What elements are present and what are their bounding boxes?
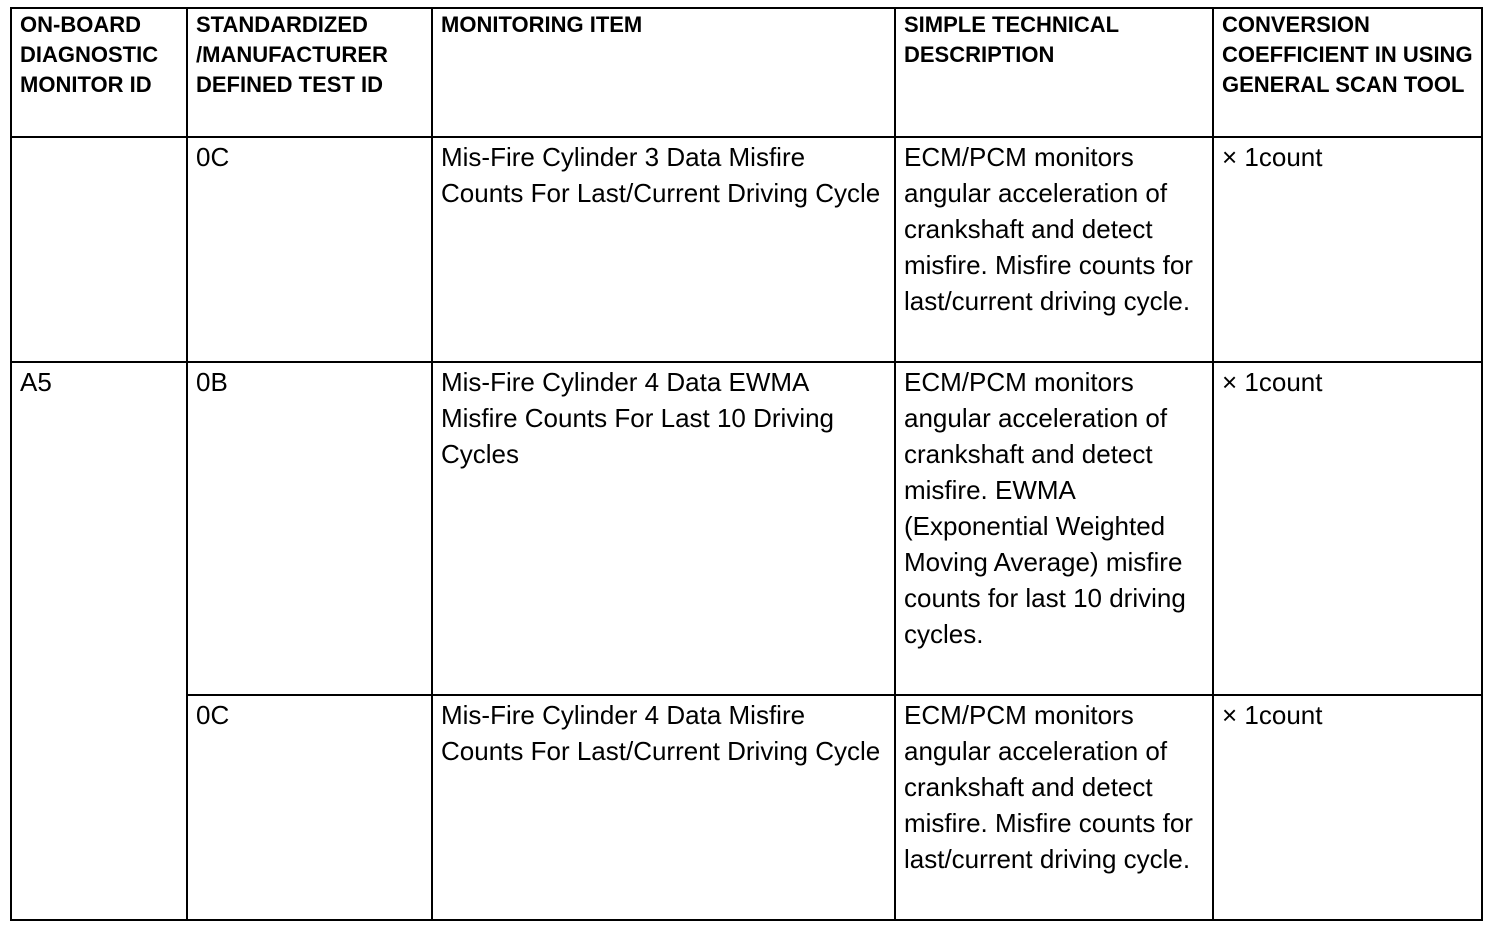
header-monitoring-item: MONITORING ITEM — [431, 7, 896, 138]
cell-monitoring-item: Mis-Fire Cylinder 3 Data Misfire Counts … — [431, 136, 896, 363]
cell-monitor-id: A5 — [10, 361, 188, 921]
cell-test-id: 0B — [186, 361, 433, 696]
cell-description: ECM/PCM monitors angular acceleration of… — [894, 361, 1214, 696]
cell-monitor-id — [10, 136, 188, 363]
cell-description: ECM/PCM monitors angular acceleration of… — [894, 136, 1214, 363]
cell-monitoring-item: Mis-Fire Cylinder 4 Data EWMA Misfire Co… — [431, 361, 896, 696]
header-test-id: STANDARDIZED /MANUFACTURER DEFINED TEST … — [186, 7, 433, 138]
cell-coefficient: × 1count — [1212, 694, 1483, 921]
table-row: 0C Mis-Fire Cylinder 4 Data Misfire Coun… — [11, 694, 1483, 921]
monitor-table: ON-BOARD DIAGNOSTIC MONITOR ID STANDARDI… — [10, 7, 1483, 921]
header-coefficient: CONVERSION COEFFICIENT IN USING GENERAL … — [1212, 7, 1483, 138]
cell-coefficient: × 1count — [1212, 136, 1483, 363]
table-row: 0C Mis-Fire Cylinder 3 Data Misfire Coun… — [10, 136, 1483, 363]
cell-description: ECM/PCM monitors angular acceleration of… — [894, 694, 1214, 921]
table-row: A5 0B Mis-Fire Cylinder 4 Data EWMA Misf… — [10, 361, 1483, 921]
cell-test-id: 0C — [186, 136, 433, 363]
header-row: ON-BOARD DIAGNOSTIC MONITOR ID STANDARDI… — [10, 7, 1483, 138]
header-description: SIMPLE TECHNICAL DESCRIPTION — [894, 7, 1214, 138]
cell-monitoring-item: Mis-Fire Cylinder 4 Data Misfire Counts … — [431, 694, 896, 921]
cell-coefficient: × 1count — [1212, 361, 1483, 696]
header-monitor-id: ON-BOARD DIAGNOSTIC MONITOR ID — [10, 7, 188, 138]
cell-test-id: 0C — [186, 694, 433, 921]
